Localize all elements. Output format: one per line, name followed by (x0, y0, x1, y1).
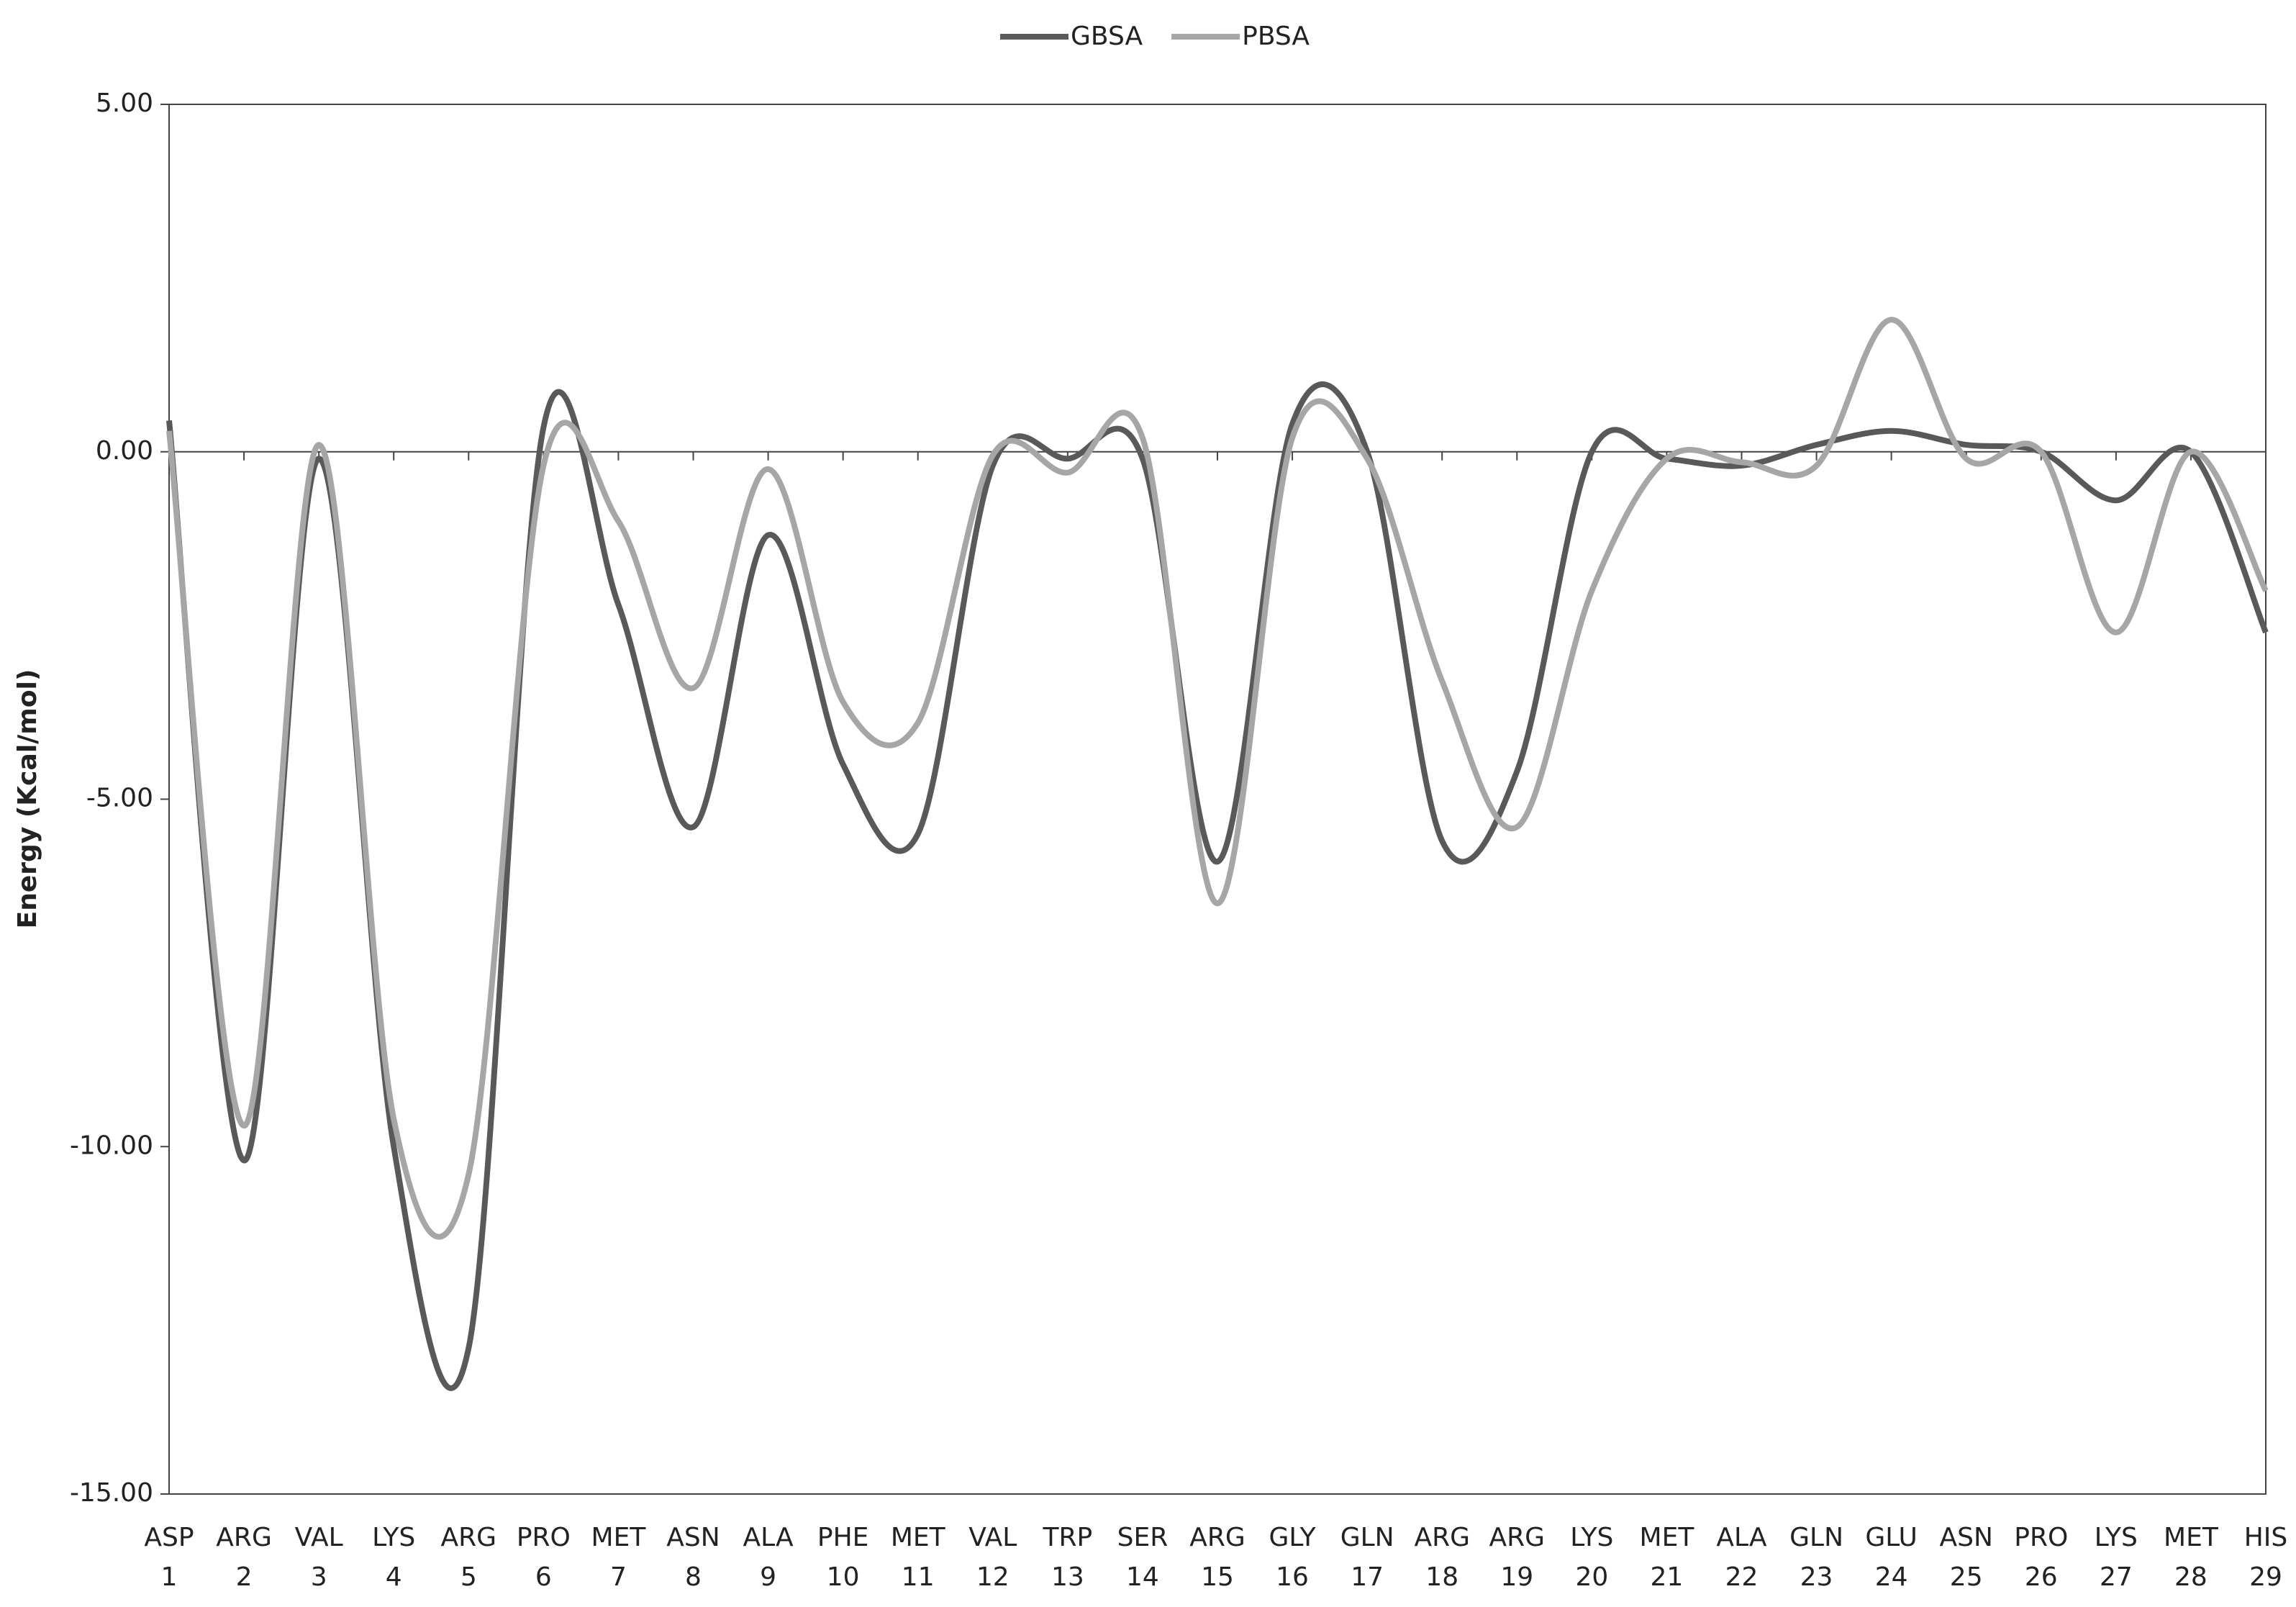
x-tick-label: 18 (1425, 1562, 1458, 1592)
x-tick-label: 24 (1875, 1562, 1908, 1592)
x-tick-label: ALA (1716, 1523, 1767, 1552)
x-tick-label: 28 (2174, 1562, 2207, 1592)
y-tick-label: -10.00 (70, 1131, 153, 1160)
x-tick-label: GLY (1269, 1523, 1316, 1552)
line-series (166, 381, 2269, 1391)
y-axis-label: Energy (Kcal/mol) (13, 669, 42, 929)
x-tick-label: 7 (610, 1562, 627, 1592)
x-tick-label: 6 (535, 1562, 552, 1592)
x-tick-label: ASP (144, 1523, 194, 1552)
x-tick-label: 26 (2025, 1562, 2058, 1592)
x-tick-label: ARG (1414, 1523, 1470, 1552)
x-tick-label: ALA (743, 1523, 794, 1552)
y-tick-label: 0.00 (96, 436, 153, 466)
x-tick-label: ARG (1489, 1523, 1546, 1552)
x-tick-label: 17 (1351, 1562, 1384, 1592)
x-tick-label: GLN (1340, 1523, 1394, 1552)
x-tick-label: 19 (1500, 1562, 1533, 1592)
x-tick-label: TRP (1042, 1523, 1092, 1552)
x-tick-label: LYS (1570, 1523, 1613, 1552)
x-tick-label: ARG (216, 1523, 272, 1552)
x-tick-label: 13 (1051, 1562, 1084, 1592)
x-tick-label: 11 (902, 1562, 935, 1592)
x-tick-label: 12 (976, 1562, 1009, 1592)
x-tick-label: 4 (386, 1562, 402, 1592)
x-tick-label: MET (591, 1523, 647, 1552)
x-tick-label: PRO (2014, 1523, 2068, 1552)
x-tick-label: ARG (441, 1523, 497, 1552)
x-tick-label: LYS (2095, 1523, 2138, 1552)
x-tick-label: 10 (827, 1562, 860, 1592)
legend-label: PBSA (1242, 22, 1310, 51)
x-tick-label: 27 (2100, 1562, 2133, 1592)
x-tick-label: 16 (1276, 1562, 1309, 1592)
x-tick-label: 2 (236, 1562, 253, 1592)
x-tick-label: 1 (161, 1562, 178, 1592)
x-tick-label: SER (1117, 1523, 1169, 1552)
y-tick-label: -15.00 (70, 1478, 153, 1508)
x-tick-label: ASN (1940, 1523, 1993, 1552)
x-tick-label: 14 (1126, 1562, 1159, 1592)
x-tick-label: 21 (1651, 1562, 1684, 1592)
x-tick-label: LYS (372, 1523, 415, 1552)
x-tick-label: 23 (1800, 1562, 1833, 1592)
y-tick-label: 5.00 (96, 89, 153, 118)
x-tick-label: 20 (1575, 1562, 1608, 1592)
x-tick-label: 25 (1950, 1562, 1983, 1592)
x-tick-label: MET (891, 1523, 946, 1552)
legend-label: GBSA (1071, 22, 1143, 51)
plot-area (168, 104, 2266, 1495)
x-tick-label: VAL (968, 1523, 1017, 1552)
x-tick-label: ASN (666, 1523, 720, 1552)
x-tick-label: MET (1640, 1523, 1695, 1552)
x-tick-label: 22 (1725, 1562, 1759, 1592)
x-tick-label: 15 (1201, 1562, 1234, 1592)
x-tick-label: PHE (817, 1523, 869, 1552)
x-tick-label: 3 (311, 1562, 327, 1592)
x-tick-label: VAL (295, 1523, 343, 1552)
x-tick-label: HIS (2244, 1523, 2288, 1552)
x-tick-label: ARG (1189, 1523, 1245, 1552)
x-tick-label: 8 (685, 1562, 702, 1592)
y-tick-label: -5.00 (86, 784, 153, 813)
x-tick-label: GLU (1865, 1523, 1918, 1552)
x-tick-label: 9 (760, 1562, 776, 1592)
x-tick-label: PRO (517, 1523, 571, 1552)
x-tick-label: GLN (1789, 1523, 1843, 1552)
line-series (166, 317, 2269, 1240)
x-tick-label: 29 (2249, 1562, 2282, 1592)
x-tick-label: 5 (460, 1562, 477, 1592)
x-tick-label: MET (2164, 1523, 2219, 1552)
